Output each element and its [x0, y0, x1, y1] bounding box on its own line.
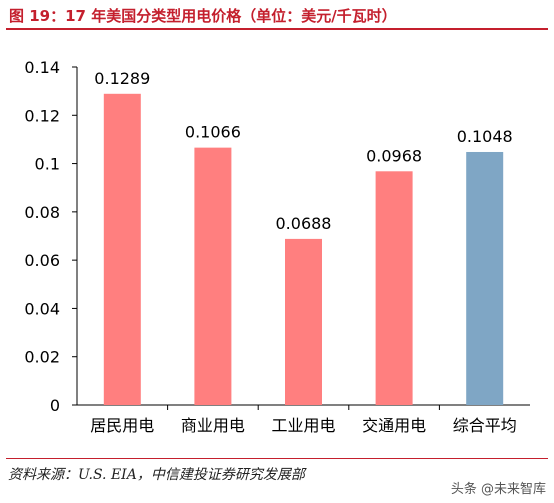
bar-value-label: 0.1066 [185, 123, 241, 142]
bar [285, 238, 322, 405]
title-bar: 图 19：17 年美国分类型用电价格（单位：美元/千瓦时） [6, 0, 548, 30]
y-tick-label: 0.02 [24, 348, 60, 367]
y-tick-label: 0.1 [35, 155, 60, 174]
category-label: 综合平均 [453, 416, 517, 435]
category-label: 工业用电 [271, 416, 335, 435]
y-tick-label: 0.04 [24, 299, 60, 318]
y-tick-label: 0 [50, 396, 60, 415]
y-tick-label: 0.06 [24, 251, 60, 270]
category-label: 商业用电 [181, 416, 245, 435]
watermark: 头条 @未来智库 [450, 482, 546, 497]
category-label: 交通用电 [362, 416, 426, 435]
bar [375, 171, 413, 405]
bar-chart: 0 0.02 0.04 0.06 0.08 0.1 0.12 0.14 0.1289 居民用电 0.… [24, 58, 530, 435]
chart-title: 图 19：17 年美国分类型用电价格（单位：美元/千瓦时） [9, 7, 397, 25]
source-note: 资料来源：U.S. EIA，中信建投证券研究发展部 [8, 467, 305, 483]
bar [194, 147, 232, 405]
bar [466, 151, 504, 405]
category-label: 居民用电 [90, 416, 154, 435]
y-tick-label: 0.14 [24, 58, 60, 77]
bar-value-label: 0.1048 [457, 127, 513, 146]
bar [103, 93, 141, 405]
bar-value-label: 0.0688 [276, 214, 332, 233]
y-tick-label: 0.12 [24, 106, 60, 125]
bar-value-label: 0.1289 [94, 69, 150, 88]
footer-rule [6, 458, 548, 459]
bar-value-label: 0.0968 [366, 146, 422, 165]
y-tick-label: 0.08 [24, 203, 60, 222]
